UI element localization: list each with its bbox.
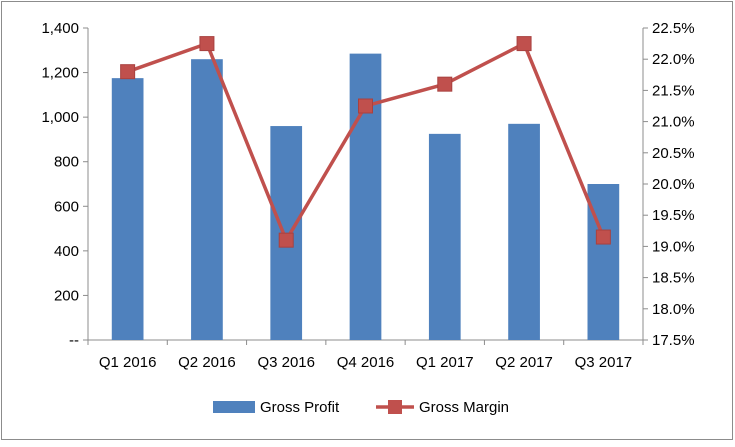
- legend-label: Gross Profit: [260, 399, 340, 416]
- left-axis-tick-label: 800: [54, 154, 79, 171]
- x-axis-tick-label: Q3 2016: [257, 354, 315, 371]
- legend-swatch-bar: [213, 401, 255, 413]
- right-axis-tick-label: 18.5%: [652, 270, 695, 287]
- line-marker: [358, 98, 373, 114]
- left-axis-tick-label: 1,400: [41, 20, 79, 37]
- right-axis-tick-label: 21.0%: [652, 114, 695, 131]
- right-axis-tick-label: 18.0%: [652, 301, 695, 318]
- x-axis-tick-label: Q2 2017: [495, 354, 553, 371]
- right-axis-tick-label: 17.5%: [652, 332, 695, 349]
- bar: [349, 53, 382, 340]
- right-axis-tick-label: 19.0%: [652, 238, 695, 255]
- left-axis-tick-label: 1,000: [41, 109, 79, 126]
- left-axis-tick-label: 600: [54, 198, 79, 215]
- axes: -- 200 400 600 800 1,000 1,200 1,400 17.5% 18.0% 1…: [41, 20, 694, 371]
- legend-marker: [388, 400, 402, 414]
- right-axis-tick-label: 20.0%: [652, 176, 695, 193]
- bar: [111, 78, 144, 341]
- right-axis-tick-label: 22.5%: [652, 20, 695, 37]
- line-marker: [278, 232, 294, 248]
- bar: [191, 59, 223, 340]
- x-axis-tick-label: Q3 2017: [575, 354, 633, 371]
- legend: Gross Profit Gross Margin: [213, 399, 509, 416]
- line-marker: [595, 229, 611, 245]
- line-marker: [199, 36, 215, 52]
- bar: [508, 123, 540, 340]
- line-marker: [516, 36, 532, 52]
- right-axis-tick-label: 21.5%: [652, 82, 695, 99]
- line-marker: [120, 64, 136, 80]
- left-axis-tick-label: 400: [54, 243, 79, 260]
- bar: [428, 133, 461, 340]
- x-axis-tick-label: Q1 2016: [99, 354, 157, 371]
- left-axis-tick-label: 200: [54, 287, 79, 304]
- x-axis-tick-label: Q4 2016: [337, 354, 395, 371]
- left-axis-tick-label: --: [69, 332, 79, 349]
- right-axis-tick-label: 20.5%: [652, 145, 695, 162]
- x-axis-tick-label: Q1 2017: [416, 354, 474, 371]
- line-marker: [437, 76, 453, 92]
- legend-label: Gross Margin: [419, 399, 509, 416]
- right-axis-tick-label: 19.5%: [652, 207, 695, 224]
- right-axis-tick-label: 22.0%: [652, 51, 695, 68]
- x-axis-tick-label: Q2 2016: [178, 354, 236, 371]
- line-series: [120, 36, 611, 248]
- left-axis-tick-label: 1,200: [41, 65, 79, 82]
